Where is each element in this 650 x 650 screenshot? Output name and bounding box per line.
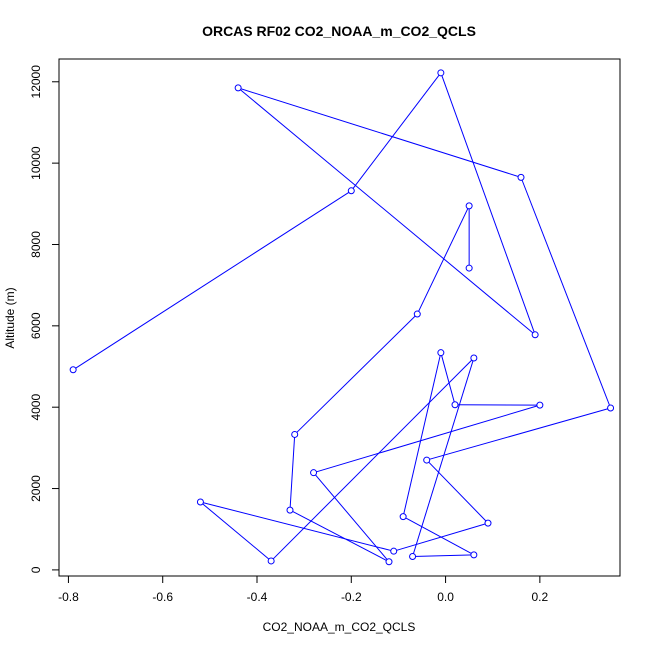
- series-segment: [412, 357, 475, 557]
- x-tick-label: -0.4: [247, 590, 268, 604]
- chart-title: ORCAS RF02 CO2_NOAA_m_CO2_QCLS: [202, 23, 476, 39]
- series-segment: [402, 516, 475, 556]
- series-segment: [200, 501, 394, 552]
- data-point: [536, 401, 544, 409]
- y-axis-label: Altitude (m): [3, 287, 17, 348]
- series-segment: [200, 501, 272, 562]
- data-point: [437, 349, 445, 357]
- series-segment: [350, 72, 442, 192]
- data-point: [423, 456, 431, 464]
- x-tick-label: -0.2: [341, 590, 362, 604]
- data-point: [69, 366, 77, 374]
- data-point: [399, 513, 407, 521]
- y-tick-label: 4000: [29, 394, 43, 421]
- series-segment: [440, 72, 536, 335]
- data-point: [286, 506, 294, 514]
- series-segment: [426, 407, 611, 461]
- series-segment: [237, 87, 522, 178]
- data-point: [267, 557, 275, 565]
- series-segment: [313, 404, 541, 474]
- y-tick-label: 2000: [29, 475, 43, 502]
- data-series: [69, 69, 615, 566]
- series-segment: [412, 554, 474, 557]
- series-segment: [426, 459, 489, 524]
- x-tick-label: 0.2: [532, 590, 549, 604]
- y-tick-label: 0: [29, 566, 43, 573]
- series-segment: [270, 357, 475, 562]
- x-tick-label: 0.0: [437, 590, 454, 604]
- series-segment: [440, 352, 456, 405]
- data-point: [607, 404, 615, 412]
- data-point: [517, 173, 525, 181]
- data-point: [310, 469, 318, 477]
- x-tick-label: -0.8: [58, 590, 79, 604]
- series-segment: [289, 509, 390, 563]
- y-axis: 0 2000 4000 6000 8000 10000 12000: [29, 65, 60, 573]
- data-point: [531, 331, 539, 339]
- series-segment: [237, 87, 536, 336]
- data-point: [470, 551, 478, 559]
- series-segment: [289, 434, 296, 511]
- data-point: [291, 430, 299, 438]
- series-segment: [416, 205, 470, 315]
- y-tick-label: 12000: [29, 65, 43, 99]
- data-point: [234, 84, 242, 92]
- data-point: [390, 547, 398, 555]
- x-axis-label: CO2_NOAA_m_CO2_QCLS: [263, 620, 416, 634]
- data-point: [409, 552, 417, 560]
- plot-frame: [58, 58, 621, 577]
- series-segment: [402, 352, 442, 517]
- data-point: [470, 354, 478, 362]
- data-point: [465, 202, 473, 210]
- data-point: [385, 558, 393, 566]
- data-point: [413, 310, 421, 318]
- x-tick-label: -0.6: [152, 590, 173, 604]
- series-segment: [294, 313, 418, 435]
- series-segment: [313, 472, 390, 563]
- series-segment: [72, 190, 352, 371]
- data-point: [347, 187, 355, 195]
- y-tick-label: 6000: [29, 312, 43, 339]
- x-axis: -0.8 -0.6 -0.4 -0.2 0.0 0.2: [58, 575, 549, 604]
- data-point: [484, 519, 492, 527]
- series-segment: [393, 522, 489, 552]
- data-point: [196, 498, 204, 506]
- y-tick-label: 8000: [29, 231, 43, 258]
- data-point: [437, 69, 445, 77]
- data-point: [465, 264, 473, 272]
- y-tick-label: 10000: [29, 146, 43, 180]
- series-segment: [520, 177, 612, 409]
- data-point: [451, 401, 459, 409]
